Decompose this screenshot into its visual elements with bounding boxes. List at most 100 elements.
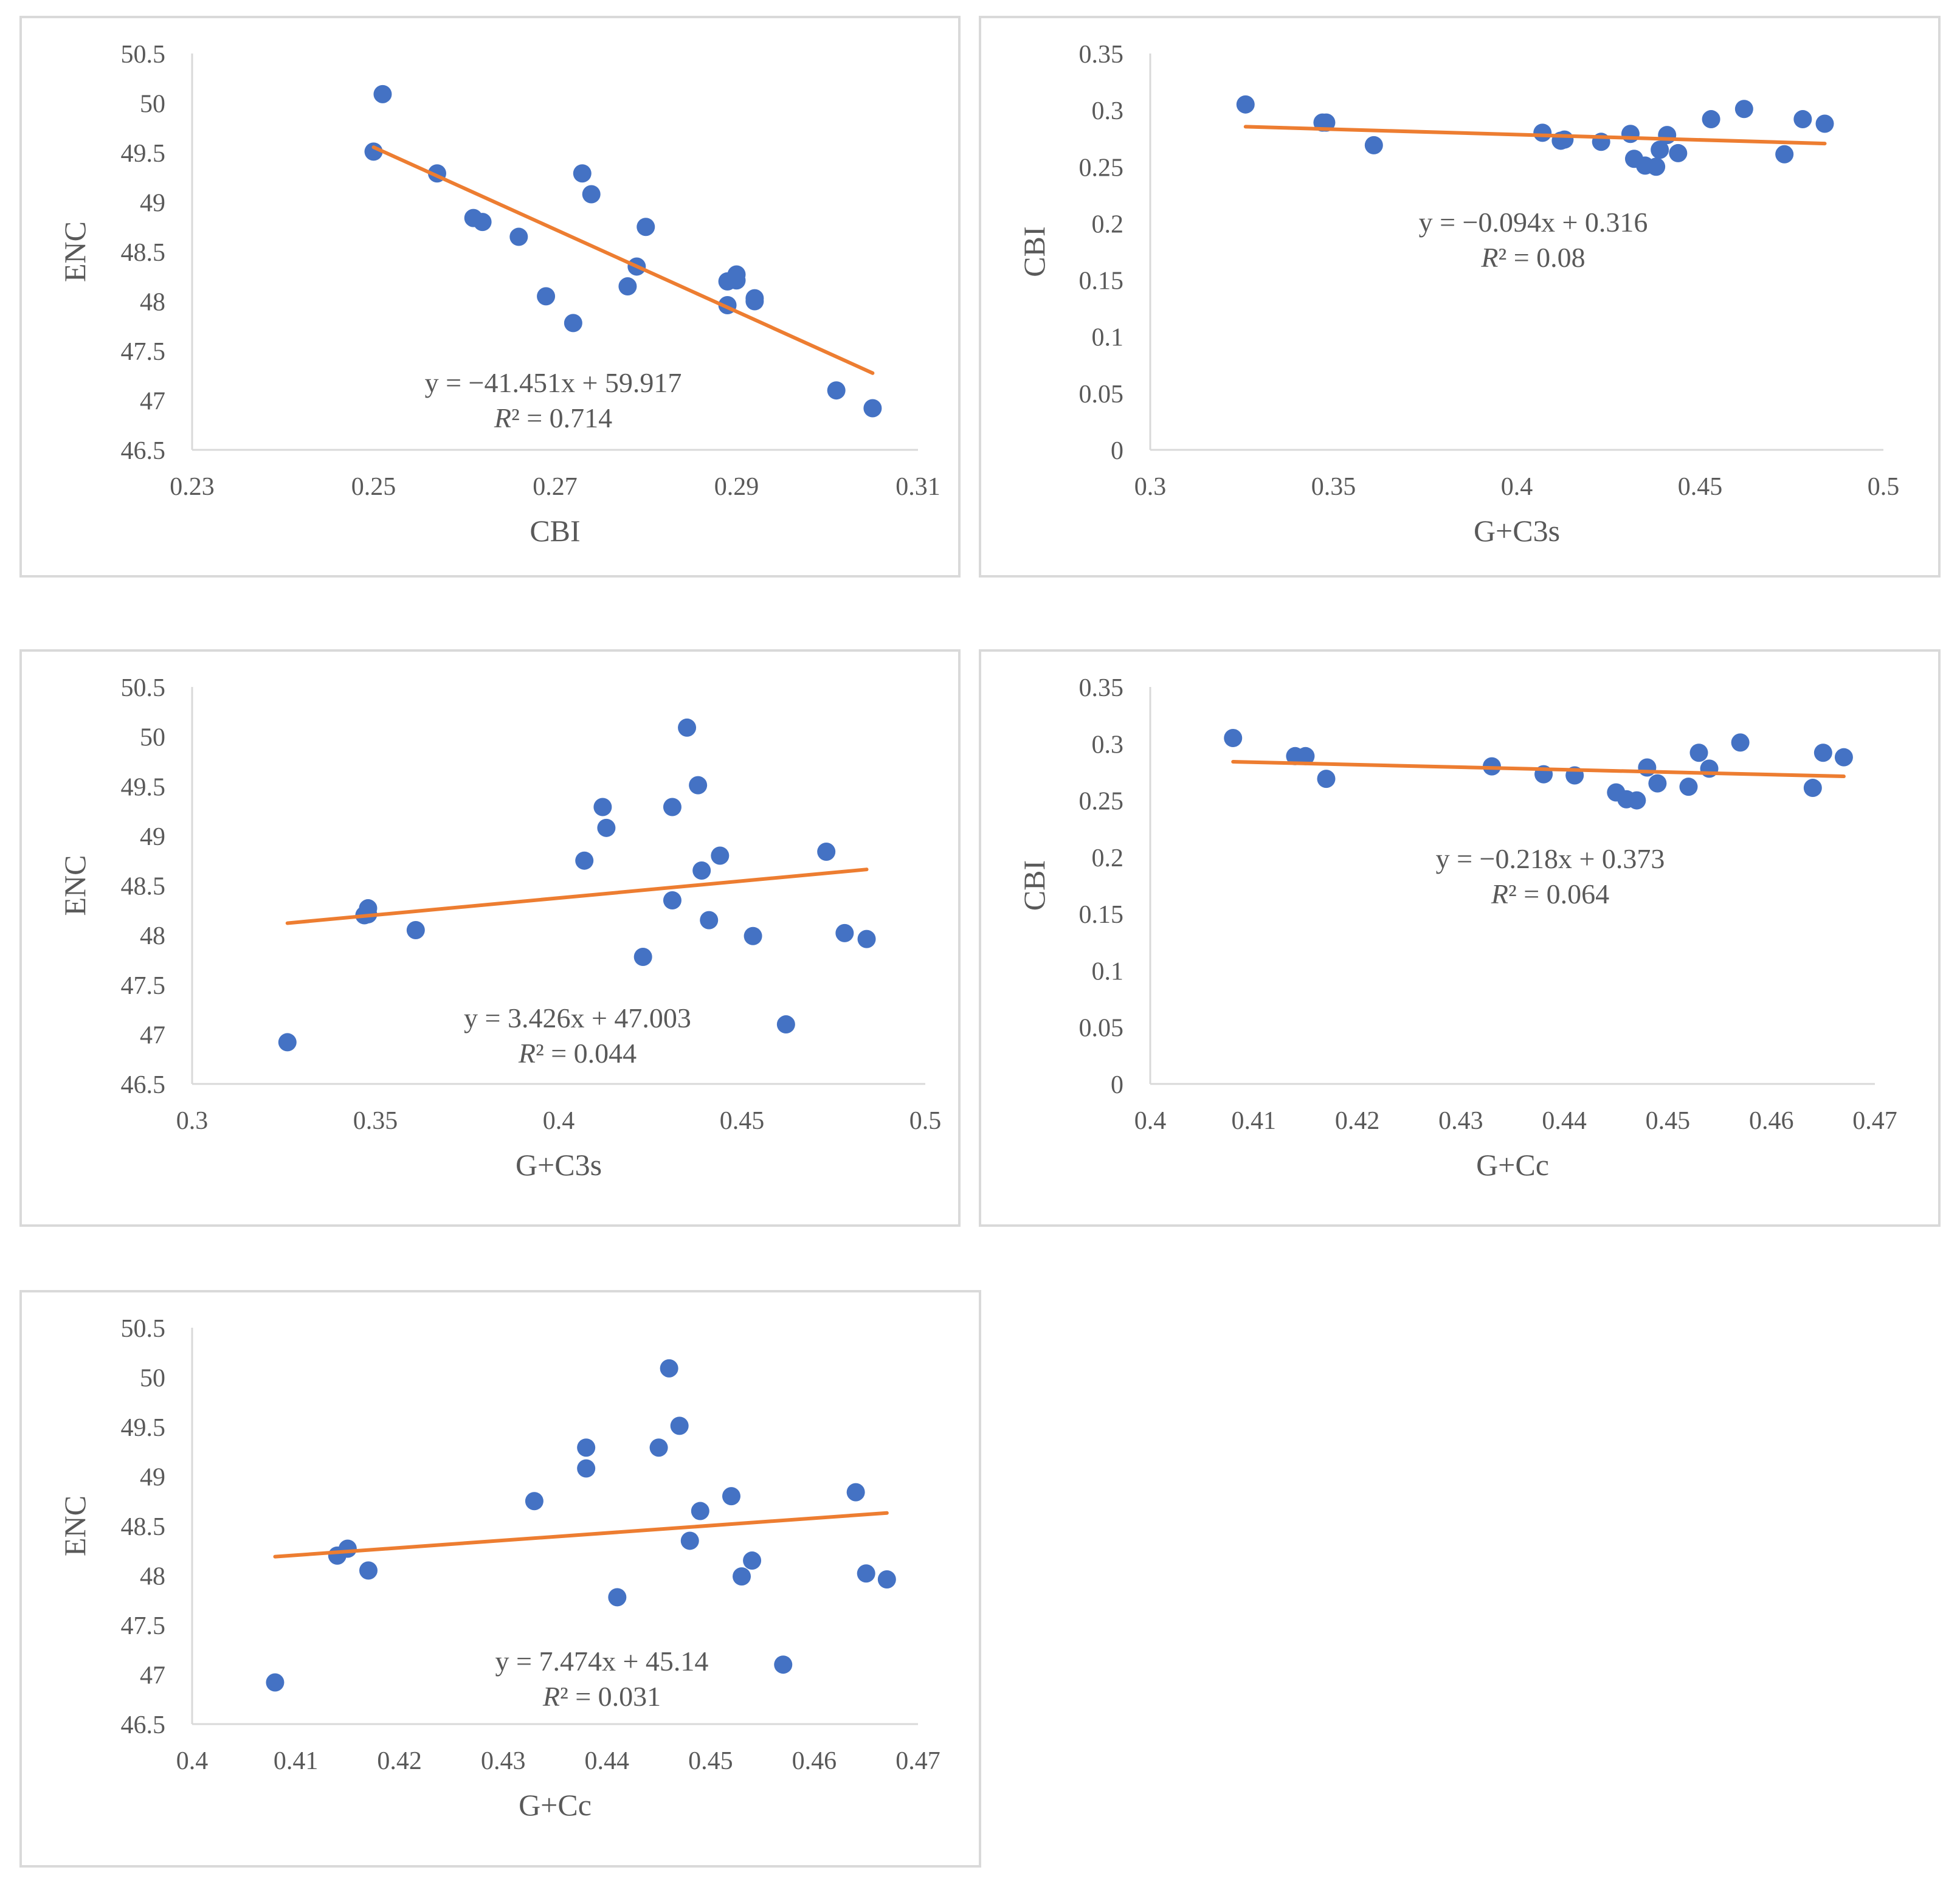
data-point [1815, 114, 1834, 133]
x-tick-label: 0.35 [353, 1107, 398, 1135]
data-point [663, 891, 682, 909]
x-tick-label: 0.25 [351, 473, 396, 501]
x-tick-label: 0.5 [1868, 473, 1900, 501]
y-tick-label: 0.25 [1079, 154, 1124, 182]
y-tick-label: 48.5 [121, 873, 166, 901]
y-tick-label: 48 [140, 1563, 165, 1591]
y-tick-label: 49 [140, 1464, 165, 1492]
data-point [733, 1567, 751, 1586]
data-point [691, 1502, 709, 1520]
data-point [597, 818, 616, 837]
y-tick-label: 46.5 [121, 1711, 166, 1739]
y-tick-label: 0.35 [1079, 674, 1124, 702]
data-point [1813, 743, 1832, 762]
y-tick-label: 47.5 [121, 972, 166, 1000]
chart-frame [19, 1290, 981, 1868]
x-tick-label: 0.43 [1438, 1107, 1483, 1135]
chart-frame [19, 649, 961, 1227]
x-tick-label: 0.4 [1501, 473, 1533, 501]
data-point [776, 1015, 795, 1034]
data-point [744, 926, 762, 945]
data-point [1296, 747, 1315, 765]
trendline [1243, 125, 1827, 146]
data-point [1651, 140, 1669, 159]
x-tick-label: 0.3 [1134, 473, 1167, 501]
y-tick-label: 50.5 [121, 41, 166, 69]
data-point [633, 948, 652, 967]
x-tick-label: 0.47 [1852, 1107, 1897, 1135]
x-tick-label: 0.4 [1134, 1107, 1167, 1135]
y-axis-title: CBI [1017, 860, 1051, 911]
x-tick-label: 0.44 [585, 1747, 630, 1775]
r-squared-value: ² = 0.031 [560, 1681, 661, 1712]
x-tick-label: 0.45 [720, 1107, 765, 1135]
data-point [373, 85, 392, 103]
data-point [857, 930, 876, 948]
data-point [692, 861, 711, 880]
y-tick-label: 49 [140, 190, 165, 218]
y-tick-label: 49 [140, 823, 165, 851]
trendline-equation: y = 7.474x + 45.14 [495, 1646, 709, 1677]
x-tick-label: 0.42 [377, 1747, 422, 1775]
trendline-equation: y = −0.094x + 0.316 [1419, 207, 1648, 238]
data-point [846, 1483, 865, 1502]
chart-frame [979, 649, 1941, 1227]
trendline [1231, 760, 1846, 779]
x-tick-label: 0.45 [1646, 1107, 1691, 1135]
y-tick-label: 46.5 [121, 1071, 166, 1099]
data-point [359, 1561, 378, 1580]
r-squared-value: ² = 0.044 [536, 1038, 637, 1069]
data-point [743, 1551, 762, 1570]
data-point [663, 798, 682, 816]
y-tick-label: 0 [1111, 1071, 1123, 1099]
y-tick-label: 0.1 [1092, 957, 1124, 985]
data-point [1793, 110, 1812, 129]
x-tick-label: 0.4 [543, 1107, 575, 1135]
chart-frame [19, 16, 961, 578]
data-point [1364, 136, 1383, 154]
y-tick-label: 48 [140, 922, 165, 950]
data-point [1533, 123, 1552, 142]
y-axis-title: ENC [58, 1495, 92, 1556]
y-tick-label: 47 [140, 1021, 165, 1049]
x-tick-label: 0.47 [895, 1747, 940, 1775]
y-tick-label: 47.5 [121, 1612, 166, 1640]
x-axis-title: G+C3s [516, 1148, 602, 1182]
data-point [1555, 130, 1574, 149]
data-point [637, 218, 655, 236]
x-tick-label: 0.31 [895, 473, 940, 501]
data-point [338, 1539, 357, 1558]
x-tick-label: 0.4 [176, 1747, 209, 1775]
r-squared-value: ² = 0.714 [511, 402, 612, 433]
data-point [1647, 157, 1666, 176]
y-axis-title: ENC [58, 855, 92, 916]
x-tick-label: 0.46 [1749, 1107, 1794, 1135]
x-tick-label: 0.42 [1335, 1107, 1380, 1135]
x-axis-title: G+Cc [1476, 1148, 1549, 1182]
data-point [689, 776, 708, 795]
y-tick-label: 0.15 [1079, 901, 1124, 929]
y-tick-label: 0.3 [1092, 97, 1124, 125]
data-point [727, 271, 746, 290]
data-point [1627, 791, 1646, 810]
data-point [857, 1564, 875, 1583]
y-tick-label: 48 [140, 289, 165, 317]
data-point [608, 1588, 627, 1607]
chart-frame [979, 16, 1941, 578]
data-point [817, 842, 836, 861]
y-tick-label: 50.5 [121, 1315, 166, 1343]
y-axis-title: CBI [1017, 226, 1051, 277]
y-tick-label: 50 [140, 1365, 165, 1393]
data-point [722, 1487, 740, 1506]
data-point [1224, 728, 1243, 747]
y-tick-label: 48.5 [121, 239, 166, 267]
chart-panel-5: 46.5 47 47.5 48 48.5 49 49.5 50 50.5 0.4 0.41 0.42 0… [19, 1290, 981, 1868]
data-point [1803, 779, 1822, 798]
data-point [1648, 774, 1667, 793]
data-point [660, 1359, 678, 1378]
r-symbol: R [1480, 242, 1498, 273]
r-squared-label: R² = 0.714 [494, 402, 612, 433]
r-symbol: R [1491, 878, 1508, 909]
r-squared-label: R² = 0.044 [518, 1038, 637, 1069]
x-axis-title: G+C3s [1474, 514, 1560, 548]
